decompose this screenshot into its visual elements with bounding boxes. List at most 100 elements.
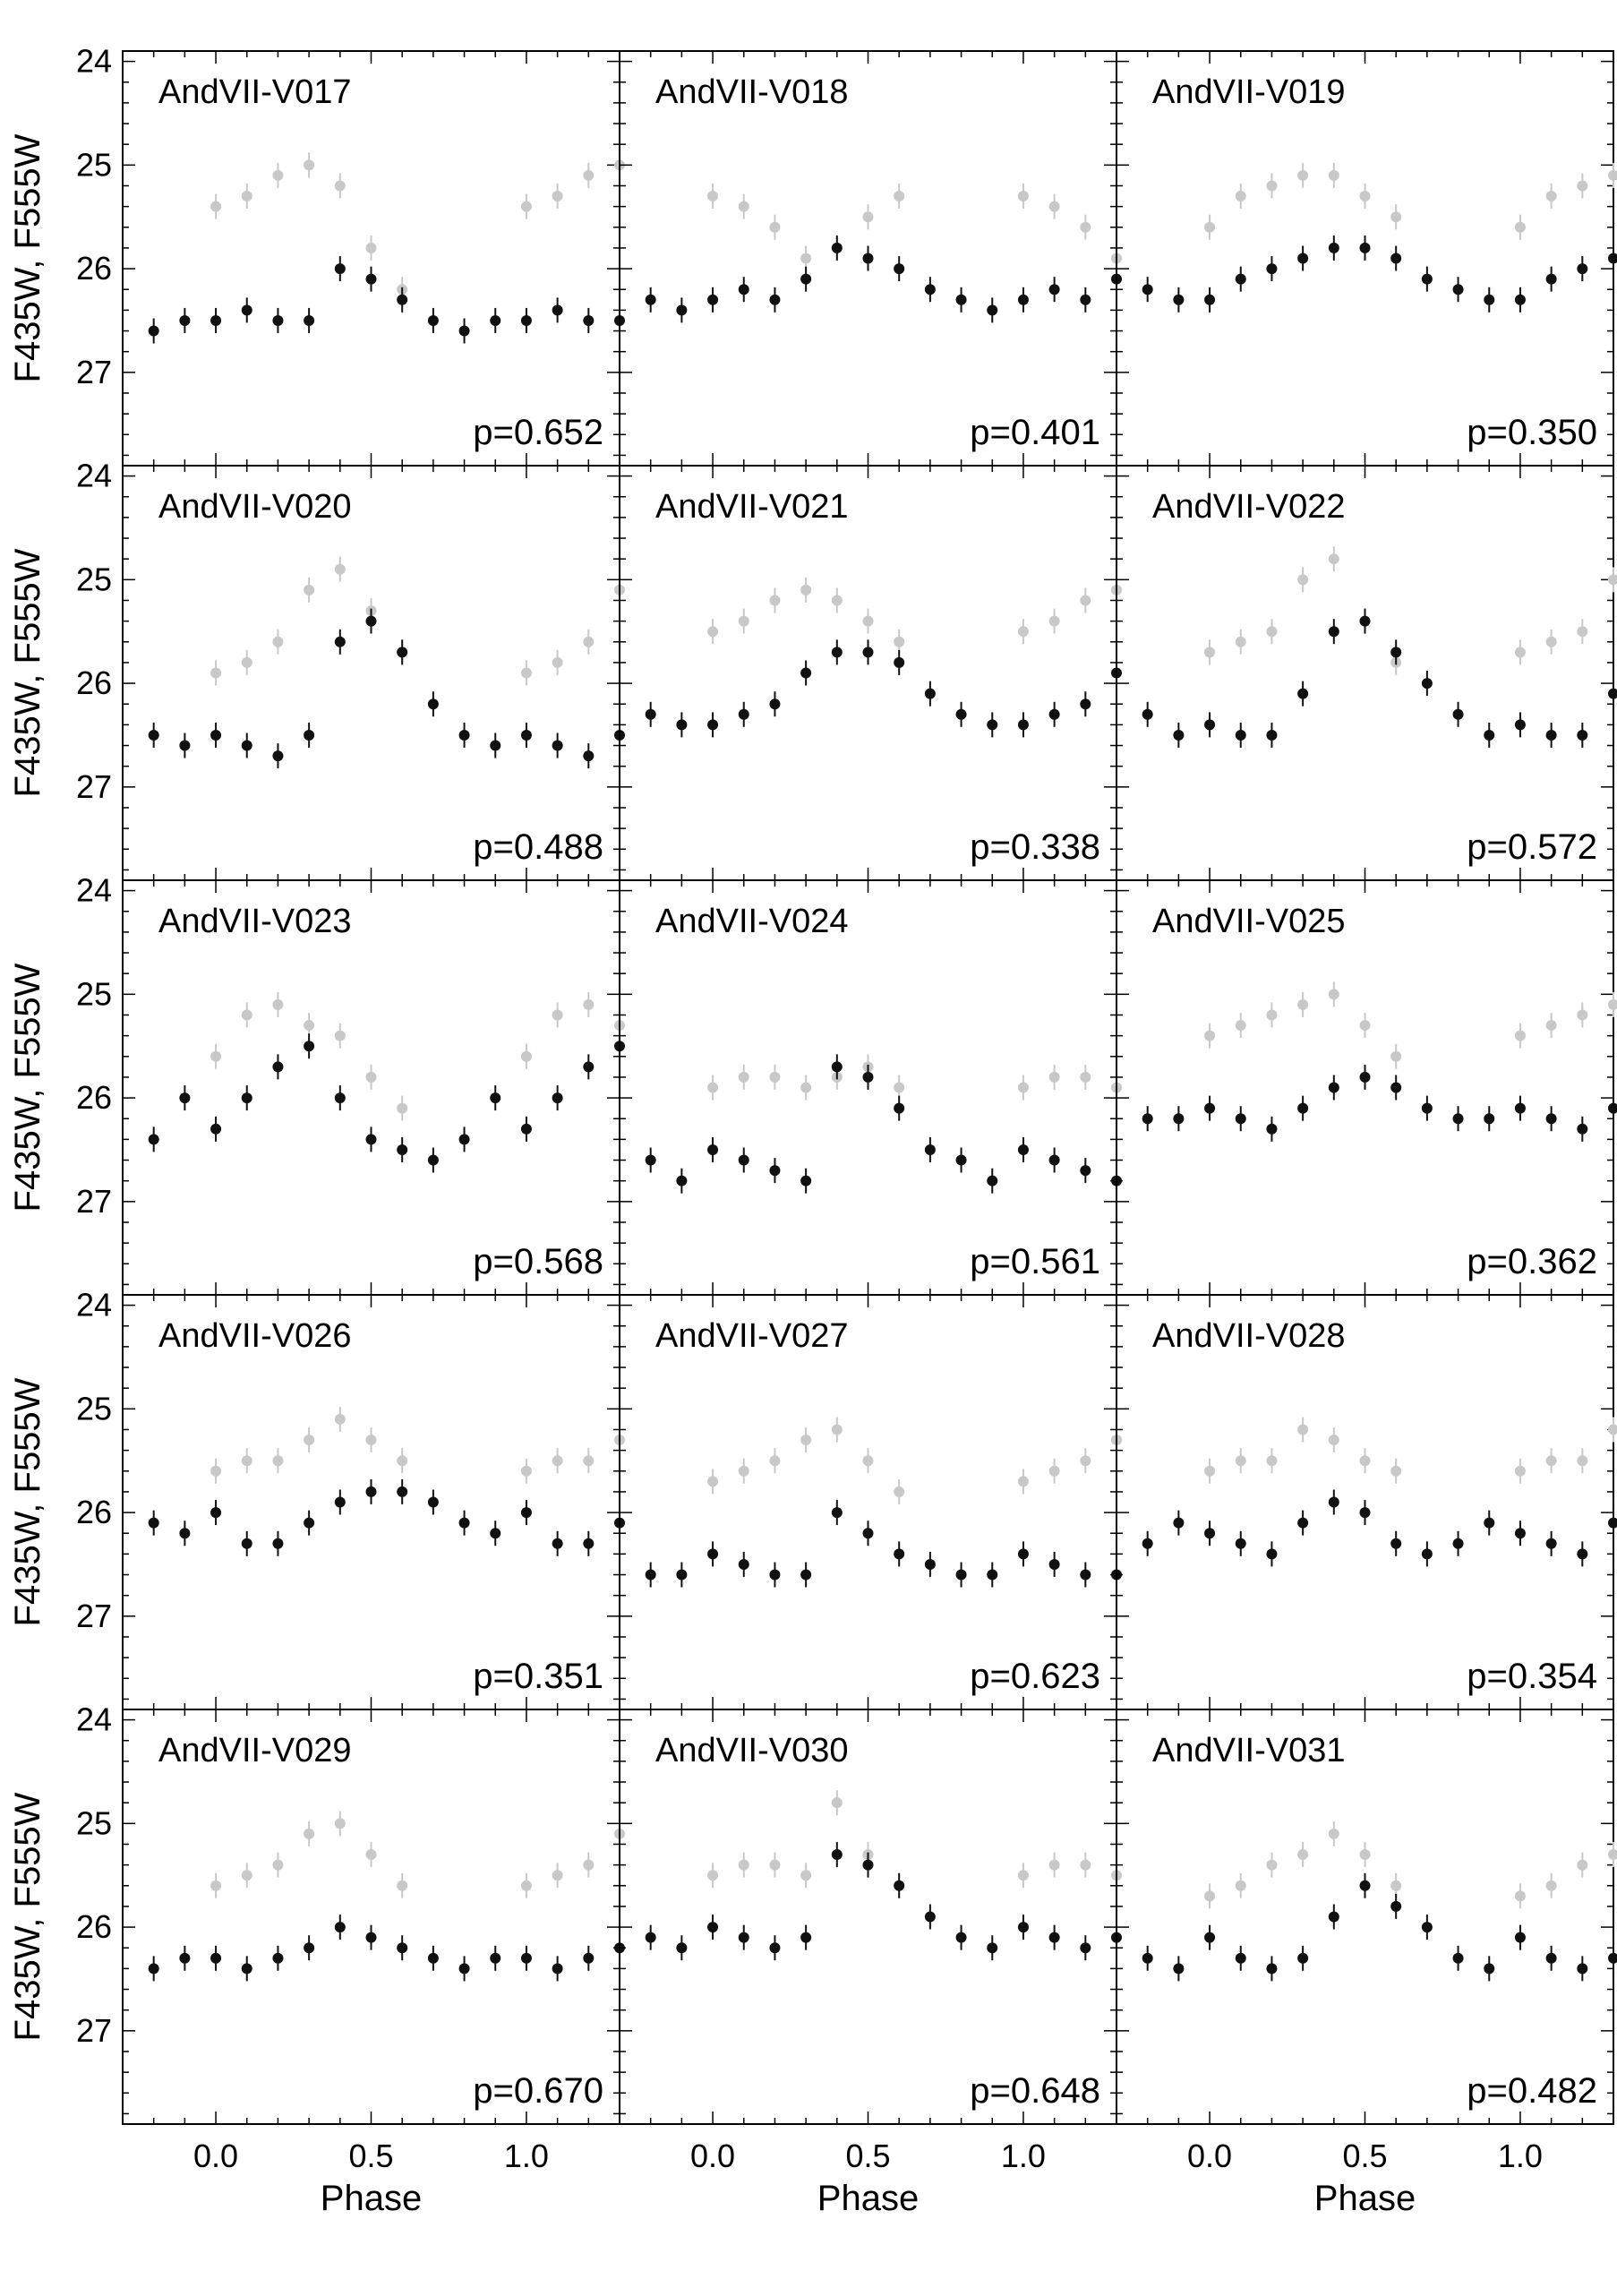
f555w-point bbox=[955, 708, 967, 720]
f435w-point bbox=[1577, 1455, 1588, 1467]
f555w-point bbox=[1017, 1548, 1029, 1560]
y-tick-label: 25 bbox=[76, 1390, 112, 1426]
f435w-point bbox=[738, 201, 749, 212]
f555w-point bbox=[1142, 708, 1153, 720]
f555w-point bbox=[1142, 1113, 1153, 1125]
y-axis-label: F435W, F555W bbox=[8, 963, 47, 1212]
star-name-label: AndVII-V026 bbox=[158, 1317, 351, 1355]
f435w-point bbox=[272, 1859, 284, 1871]
x-tick-label: 0.5 bbox=[845, 2138, 890, 2174]
f435w-point bbox=[738, 1859, 749, 1871]
f555w-point bbox=[955, 1932, 967, 1943]
f435w-point bbox=[1297, 1849, 1309, 1861]
f555w-point bbox=[862, 1528, 874, 1539]
f435w-point bbox=[1017, 1870, 1029, 1881]
f555w-point bbox=[800, 1932, 812, 1943]
f555w-point bbox=[1266, 729, 1278, 741]
period-label: p=0.338 bbox=[970, 827, 1100, 867]
f435w-point bbox=[1080, 1859, 1091, 1871]
f435w-point bbox=[1514, 1465, 1526, 1477]
star-name-label: AndVII-V025 bbox=[1152, 903, 1345, 940]
f555w-point bbox=[1048, 708, 1060, 720]
f435w-point bbox=[520, 667, 532, 679]
f435w-point bbox=[769, 1859, 781, 1871]
f555w-point bbox=[1452, 1952, 1464, 1964]
f435w-point bbox=[1577, 626, 1588, 638]
f555w-point bbox=[458, 325, 470, 337]
panel-AndVII-V026: AndVII-V026 p=0.351 bbox=[122, 1294, 625, 1710]
f555w-point bbox=[1048, 1558, 1060, 1570]
f555w-point bbox=[924, 1558, 936, 1570]
f555w-point bbox=[676, 1175, 688, 1187]
f555w-point bbox=[894, 263, 905, 275]
f555w-point bbox=[1359, 1071, 1371, 1083]
y-tick-label: 26 bbox=[76, 1908, 112, 1945]
f555w-point bbox=[179, 740, 191, 751]
f435w-point bbox=[831, 1424, 843, 1435]
f435w-point bbox=[552, 191, 563, 202]
star-name-label: AndVII-V030 bbox=[655, 1732, 848, 1769]
f435w-point bbox=[334, 1413, 346, 1425]
f555w-point bbox=[490, 314, 501, 326]
f555w-point bbox=[1204, 719, 1216, 731]
f435w-point bbox=[397, 1102, 408, 1114]
f555w-point bbox=[1204, 294, 1216, 305]
f555w-point bbox=[210, 729, 222, 741]
star-name-label: AndVII-V021 bbox=[655, 488, 848, 526]
period-label: p=0.670 bbox=[473, 2071, 603, 2111]
f435w-point bbox=[738, 1071, 749, 1083]
f435w-point bbox=[365, 242, 377, 253]
f555w-point bbox=[1452, 1113, 1464, 1125]
f555w-point bbox=[397, 1486, 408, 1497]
f555w-point bbox=[1297, 1517, 1309, 1529]
f555w-point bbox=[1390, 1900, 1402, 1912]
f555w-point bbox=[1173, 1963, 1185, 1975]
f435w-point bbox=[707, 191, 719, 202]
f435w-point bbox=[397, 1880, 408, 1891]
f555w-point bbox=[738, 1154, 749, 1166]
panel-AndVII-V025: AndVII-V025 p=0.362 bbox=[1116, 879, 1617, 1296]
f435w-point bbox=[365, 1071, 377, 1083]
f435w-point bbox=[272, 998, 284, 1010]
f555w-point bbox=[738, 284, 749, 296]
f435w-point bbox=[800, 1435, 812, 1446]
panel-frame bbox=[122, 465, 620, 881]
f555w-point bbox=[397, 647, 408, 658]
f555w-point bbox=[179, 1952, 191, 1964]
panel-frame bbox=[1116, 465, 1614, 881]
f555w-point bbox=[427, 1952, 439, 1964]
f435w-point bbox=[862, 1455, 874, 1467]
f555w-point bbox=[738, 1932, 749, 1943]
f435w-point bbox=[894, 191, 905, 202]
f555w-point bbox=[1545, 273, 1557, 285]
f435w-point bbox=[1608, 1849, 1617, 1861]
panel-frame bbox=[619, 1294, 1117, 1710]
f555w-point bbox=[894, 656, 905, 668]
star-name-label: AndVII-V031 bbox=[1152, 1732, 1345, 1769]
f555w-point bbox=[862, 647, 874, 658]
f555w-point bbox=[334, 1922, 346, 1933]
f435w-point bbox=[1204, 221, 1216, 233]
f555w-point bbox=[1328, 242, 1339, 253]
star-name-label: AndVII-V028 bbox=[1152, 1317, 1345, 1355]
period-label: p=0.623 bbox=[970, 1657, 1100, 1696]
f555w-point bbox=[1328, 1496, 1339, 1508]
y-tick-label: 27 bbox=[76, 2012, 112, 2049]
f555w-point bbox=[520, 1123, 532, 1135]
f555w-point bbox=[769, 698, 781, 710]
f435w-point bbox=[520, 1880, 532, 1891]
f555w-point bbox=[1514, 1102, 1526, 1114]
f555w-point bbox=[1484, 1113, 1495, 1125]
f555w-point bbox=[1359, 242, 1371, 253]
f435w-point bbox=[1048, 1859, 1060, 1871]
period-label: p=0.362 bbox=[1467, 1242, 1597, 1281]
f435w-point bbox=[334, 563, 346, 575]
f555w-point bbox=[831, 242, 843, 253]
f435w-point bbox=[210, 667, 222, 679]
panel-AndVII-V027: AndVII-V027 p=0.623 bbox=[619, 1294, 1122, 1710]
f555w-point bbox=[334, 263, 346, 275]
x-tick-label: 0.5 bbox=[1342, 2138, 1387, 2174]
f435w-point bbox=[831, 595, 843, 606]
f555w-point bbox=[241, 1538, 252, 1549]
f435w-point bbox=[241, 1009, 252, 1021]
